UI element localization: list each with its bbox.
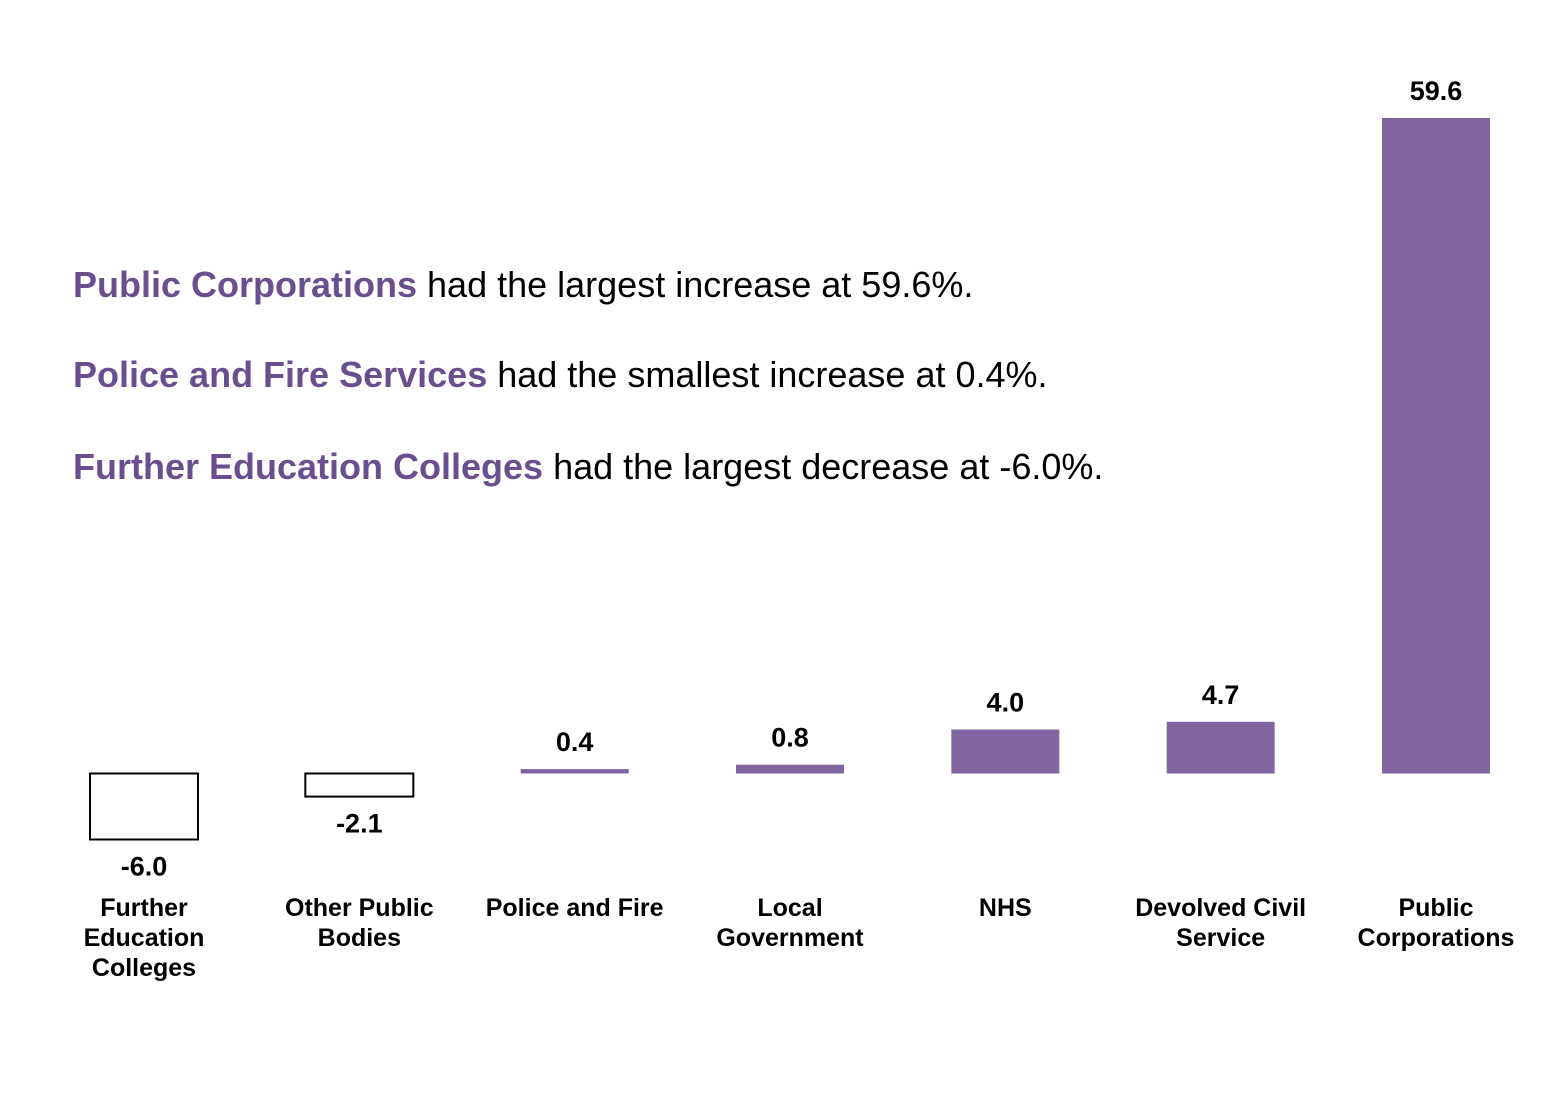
- bar-police-and-fire: [520, 769, 629, 774]
- category-label-line: Government: [716, 924, 864, 952]
- category-label-line: NHS: [979, 894, 1032, 922]
- value-label-police-and-fire: 0.4: [556, 727, 594, 757]
- category-label-line: Bodies: [318, 924, 401, 952]
- category-label-line: Police and Fire: [486, 894, 664, 922]
- value-label-further-education-colleges: -6.0: [121, 851, 168, 881]
- value-labels-layer: -6.0 -2.1 0.4 0.8 4.0 4.7 59.6: [121, 76, 1463, 881]
- category-labels-layer: Further Education Colleges Other Public Bodi…: [84, 894, 1515, 982]
- category-label-line: Colleges: [92, 954, 196, 982]
- value-label-other-public-bodies: -2.1: [336, 809, 383, 839]
- bars-layer: [89, 118, 1490, 841]
- category-label-line: Devolved Civil: [1135, 894, 1306, 922]
- annotation-text: had the largest increase at 59.6%.: [417, 264, 974, 305]
- annotation-highlight: Public Corporations: [73, 264, 418, 305]
- bar-nhs: [951, 729, 1060, 774]
- annotation-highlight: Police and Fire Services: [73, 354, 488, 395]
- annotation-smallest-increase: Police and Fire Services had the smalles…: [73, 352, 1273, 398]
- annotation-highlight: Further Education Colleges: [73, 446, 544, 487]
- category-label-line: Further: [100, 894, 188, 922]
- category-label-line: Local: [757, 894, 822, 922]
- category-label-further-education-colleges: Further Education Colleges: [84, 894, 205, 982]
- annotations: Public Corporations had the largest incr…: [73, 262, 1273, 490]
- category-label-line: Service: [1176, 924, 1265, 952]
- category-label-devolved-civil-service: Devolved Civil Service: [1135, 894, 1306, 952]
- annotation-text: had the largest decrease at -6.0%.: [543, 446, 1104, 487]
- annotation-largest-increase: Public Corporations had the largest incr…: [73, 262, 1273, 308]
- annotation-text: had the smallest increase at 0.4%.: [487, 354, 1048, 395]
- category-label-line: Other Public: [285, 894, 434, 922]
- value-label-local-government: 0.8: [771, 723, 809, 753]
- category-label-line: Public: [1398, 894, 1473, 922]
- bar-public-corporations: [1382, 118, 1490, 774]
- category-label-nhs: NHS: [979, 894, 1032, 922]
- value-label-devolved-civil-service: 4.7: [1202, 680, 1240, 710]
- bar-other-public-bodies: [304, 772, 415, 798]
- category-label-local-government: Local Government: [716, 894, 864, 952]
- bar-devolved-civil-service: [1166, 721, 1275, 774]
- annotation-largest-decrease: Further Education Colleges had the large…: [73, 444, 1273, 490]
- category-label-public-corporations: Public Corporations: [1358, 894, 1515, 952]
- category-label-line: Education: [84, 924, 205, 952]
- value-label-nhs: 4.0: [987, 688, 1025, 718]
- value-label-public-corporations: 59.6: [1410, 76, 1463, 106]
- category-label-line: Corporations: [1358, 924, 1515, 952]
- bar-further-education-colleges: [89, 772, 199, 841]
- category-label-police-and-fire: Police and Fire: [486, 894, 664, 922]
- category-label-other-public-bodies: Other Public Bodies: [285, 894, 434, 952]
- bar-local-government: [736, 764, 844, 774]
